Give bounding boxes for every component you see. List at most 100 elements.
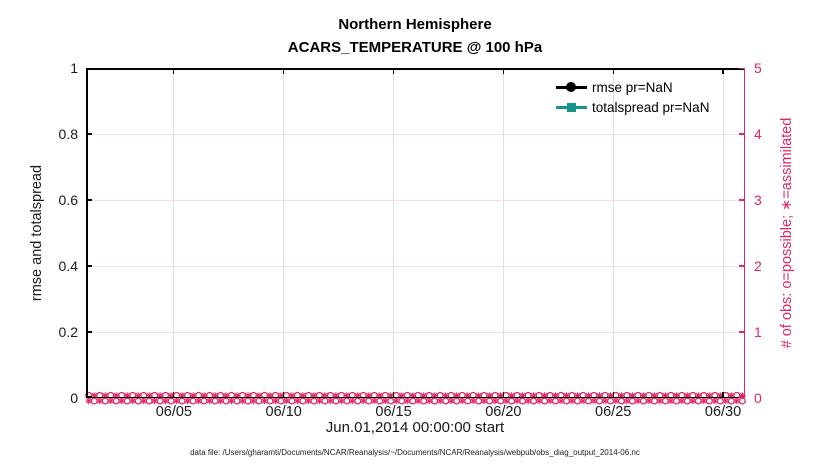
obs-possible-marker — [738, 397, 746, 405]
obs-possible-marker — [409, 397, 417, 405]
v-gridline — [173, 68, 175, 398]
obs-possible-marker — [617, 397, 625, 405]
right-spine — [743, 68, 745, 398]
totalspread-square-marker-icon — [567, 103, 576, 112]
right-tick — [739, 199, 745, 201]
obs-possible-marker — [233, 397, 241, 405]
obs-possible-marker — [573, 397, 582, 405]
obs-possible-marker — [398, 397, 406, 405]
left-tick — [86, 331, 92, 333]
y-tick-label-right: 0 — [754, 390, 762, 406]
bottom-tick — [283, 392, 285, 398]
right-tick — [739, 67, 745, 70]
obs-possible-marker — [299, 397, 307, 405]
obs-possible-marker — [672, 397, 680, 405]
bottom-spine — [86, 396, 745, 398]
obs-possible-marker — [464, 397, 472, 405]
left-tick — [86, 396, 92, 398]
obs-possible-marker — [167, 397, 175, 405]
obs-possible-marker — [486, 397, 494, 405]
obs-possible-marker — [606, 397, 615, 405]
obs-possible-marker — [255, 397, 263, 405]
obs-possible-marker — [661, 397, 669, 405]
obs-possible-marker — [354, 397, 362, 405]
obs-possible-marker — [420, 397, 428, 405]
v-gridline — [612, 68, 614, 398]
obs-possible-marker — [551, 397, 560, 405]
legend-label-totalspread: totalspread pr=NaN — [592, 100, 710, 115]
obs-possible-marker — [562, 397, 571, 405]
h-gridline — [86, 265, 745, 267]
h-gridline — [86, 199, 745, 201]
left-tick — [86, 67, 92, 70]
left-tick — [86, 199, 92, 201]
obs-possible-marker — [453, 397, 461, 405]
obs-possible-marker — [222, 397, 230, 405]
obs-possible-marker — [332, 397, 340, 405]
left-axis-label: rmse and totalspread — [29, 164, 45, 302]
obs-possible-marker — [101, 397, 109, 405]
y-tick-label-left: 0.8 — [58, 126, 78, 142]
obs-possible-marker — [475, 397, 483, 405]
chart-title-line1: Northern Hemisphere — [338, 16, 492, 33]
obs-possible-marker — [705, 397, 713, 405]
right-tick — [739, 265, 745, 267]
obs-possible-marker — [321, 397, 329, 405]
obs-possible-marker — [519, 397, 527, 405]
x-axis-label: Jun.01,2014 00:00:00 start — [325, 419, 505, 436]
top-tick — [502, 68, 504, 74]
y-tick-label-left: 0.2 — [58, 324, 78, 340]
y-tick-label-left: 0.4 — [58, 258, 78, 274]
top-tick — [173, 68, 175, 74]
x-tick-label: 06/30 — [704, 404, 742, 420]
top-tick — [722, 68, 724, 74]
obs-possible-marker — [266, 397, 274, 405]
legend-entry-rmse: rmse pr=NaN — [556, 80, 709, 95]
obs-possible-marker — [694, 397, 702, 405]
obs-possible-marker — [134, 397, 142, 405]
y-tick-label-left: 0 — [70, 390, 78, 406]
obs-possible-marker — [431, 397, 439, 405]
obs-possible-marker — [716, 397, 724, 405]
bottom-tick — [392, 392, 395, 398]
obs-possible-marker — [584, 397, 593, 405]
obs-possible-marker — [541, 397, 549, 405]
y-tick-label-left: 0.6 — [58, 192, 78, 208]
plot-area: 0 0 0.2 1 0.4 2 0.6 3 0.8 4 1 5 06/05 06/10 06/15 06/20… — [59, 60, 762, 420]
v-gridline — [283, 68, 285, 398]
obs-possible-marker — [156, 397, 164, 405]
legend-entry-totalspread: totalspread pr=NaN — [556, 100, 709, 115]
x-tick-label: 06/20 — [485, 404, 522, 420]
x-tick-label: 06/25 — [595, 404, 632, 420]
obs-possible-marker — [387, 397, 395, 405]
top-tick — [392, 68, 395, 74]
h-gridline — [86, 133, 745, 135]
rmse-line-sample — [556, 81, 587, 95]
y-tick-label-left: 1 — [70, 60, 78, 76]
obs-possible-marker — [123, 397, 131, 405]
obs-possible-marker — [90, 397, 98, 405]
obs-possible-marker — [178, 397, 186, 405]
obs-assimilated-markers — [85, 392, 746, 405]
chart-title: Northern Hemisphere ACARS_TEMPERATURE @ … — [0, 13, 830, 59]
x-tick-label: 06/15 — [375, 404, 412, 420]
x-tick-label: 06/10 — [265, 404, 302, 420]
obs-possible-marker — [442, 397, 450, 405]
obs-possible-marker — [343, 397, 351, 405]
obs-possible-marker — [310, 397, 318, 405]
v-gridline — [502, 68, 504, 398]
v-gridline — [393, 68, 395, 398]
obs-possible-marker — [530, 397, 538, 405]
y-tick-label-right: 4 — [754, 126, 762, 142]
rmse-circle-marker-icon — [566, 82, 576, 92]
right-tick — [739, 331, 745, 333]
obs-possible-marker — [727, 397, 735, 405]
obs-possible-marker — [628, 397, 636, 405]
left-tick — [86, 133, 92, 135]
obs-possible-marker — [112, 397, 120, 405]
top-spine — [86, 68, 745, 70]
obs-possible-marker — [650, 397, 658, 405]
v-gridline — [722, 68, 724, 398]
bottom-tick — [502, 392, 504, 398]
